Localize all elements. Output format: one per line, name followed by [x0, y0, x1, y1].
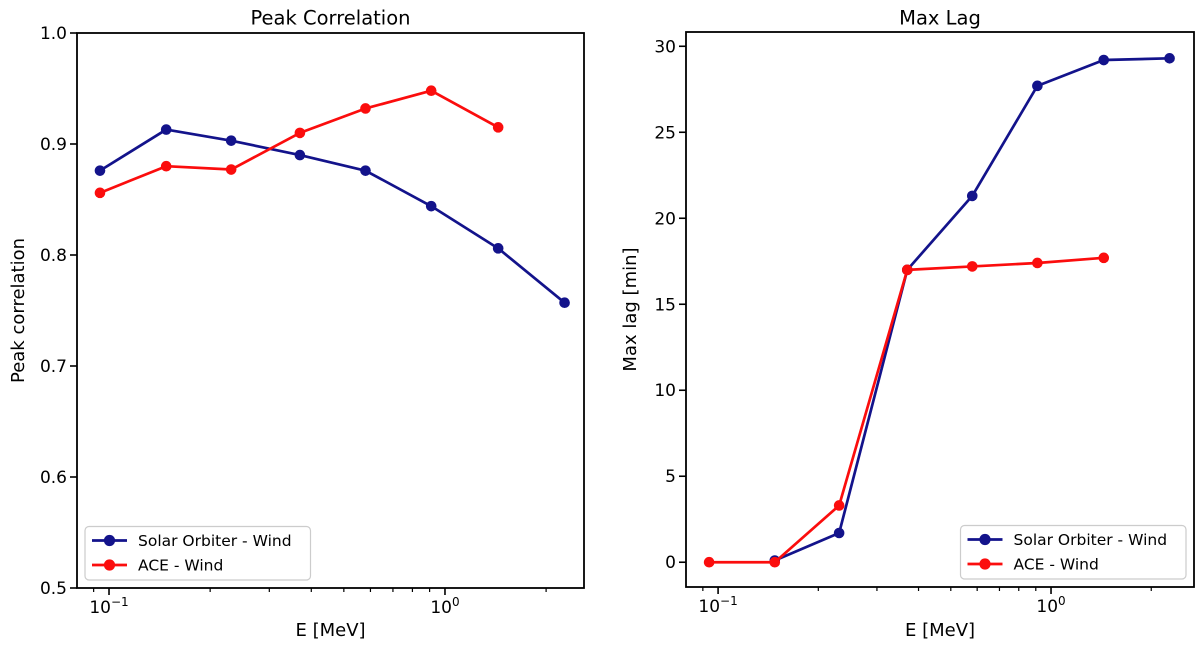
legend-label: Solar Orbiter - Wind — [1014, 531, 1168, 549]
y-tick-label: 0.6 — [40, 468, 67, 488]
legend-box — [959, 524, 1187, 580]
series-marker — [94, 187, 106, 199]
series-line — [98, 89, 500, 195]
series-line — [707, 256, 1106, 564]
y-tick-label: 1.0 — [40, 24, 67, 44]
series-marker — [294, 149, 306, 161]
axes-spines — [76, 32, 585, 589]
axes-spines — [685, 31, 1195, 588]
legend-sample-marker — [103, 534, 116, 547]
series-marker — [901, 264, 913, 276]
series-marker — [1032, 257, 1043, 269]
x-tick-label: 100 — [430, 595, 459, 618]
series-marker — [160, 124, 172, 135]
series-marker — [833, 527, 845, 539]
series-marker — [425, 85, 437, 97]
max-lag-chart: Max Lag E [MeV] Max lag [min] 10−1 100051… — [620, 7, 1195, 641]
right-chart-title: Max Lag — [899, 7, 981, 30]
y-tick-label: 0.8 — [40, 246, 67, 266]
series-marker — [492, 243, 504, 254]
legend-sample-marker — [103, 559, 116, 571]
x-tick-label: 100 — [1036, 594, 1065, 617]
y-tick-label: 20 — [654, 209, 676, 229]
y-tick-label: 0.9 — [40, 135, 67, 155]
legend-label: ACE - Wind — [1014, 556, 1099, 574]
right-chart-ylabel: Max lag [min] — [620, 247, 641, 371]
legend-label: Solar Orbiter - Wind — [138, 532, 292, 550]
series-marker — [492, 122, 504, 133]
series-marker — [225, 135, 237, 146]
x-tick-label: 10−1 — [89, 595, 128, 618]
series-marker — [294, 127, 306, 139]
series-marker — [1164, 53, 1175, 64]
series-marker — [225, 164, 237, 175]
series-marker — [1098, 252, 1110, 264]
left-plot-area: 10−1 100 0.5 0.6 0.7 0.8 0.9 1.0 Solar Orbiter -… — [40, 24, 585, 618]
series-marker — [769, 556, 781, 568]
legend-label: ACE - Wind — [138, 557, 223, 575]
y-tick-label: 15 — [654, 295, 676, 315]
series-marker — [703, 556, 715, 568]
series-marker — [833, 500, 845, 511]
y-tick-label: 5 — [665, 467, 676, 487]
series-marker — [94, 165, 106, 176]
left-chart-title: Peak Correlation — [250, 7, 410, 30]
series-marker — [160, 160, 172, 172]
y-tick-label: 0.5 — [40, 579, 67, 599]
series-marker — [966, 190, 978, 202]
series-marker — [1032, 80, 1043, 92]
y-tick-label: 10 — [654, 381, 676, 401]
legend-box — [84, 525, 312, 581]
series-marker — [360, 165, 371, 176]
right-chart-xlabel: E [MeV] — [905, 620, 975, 641]
y-tick-label: 30 — [654, 37, 676, 57]
series-marker — [1098, 54, 1110, 66]
y-tick-label: 0.7 — [40, 357, 67, 377]
right-plot-area: 10−1 100 0 5 10 15 20 25 30 Solar Orbiter - Wind A… — [654, 31, 1195, 617]
series-line — [98, 128, 566, 305]
series-marker — [360, 103, 371, 114]
series-marker — [966, 261, 978, 272]
series-line — [773, 56, 1171, 562]
left-chart-ylabel: Peak correlation — [8, 238, 29, 383]
left-chart-xlabel: E [MeV] — [295, 620, 365, 641]
series-marker — [425, 200, 437, 212]
peak-correlation-chart: Peak Correlation E [MeV] Peak correlatio… — [8, 7, 585, 641]
x-tick-label: 10−1 — [698, 594, 737, 617]
y-tick-label: 0 — [665, 553, 676, 573]
y-tick-label: 25 — [654, 123, 676, 143]
legend-sample-marker — [979, 558, 991, 570]
legend-sample-marker — [979, 533, 991, 546]
series-marker — [559, 297, 570, 309]
